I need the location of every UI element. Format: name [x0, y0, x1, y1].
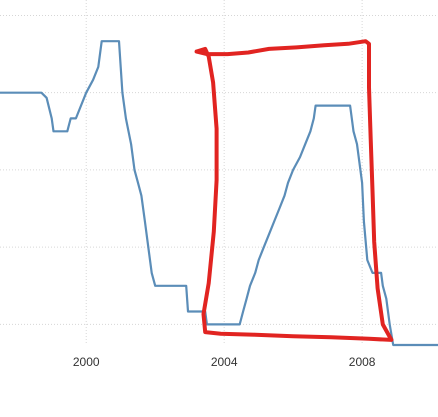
series-group: [0, 40, 438, 347]
x-tick-label-1: 2004: [211, 355, 238, 369]
annotation-group: [194, 39, 394, 342]
annotation-box-0: [194, 39, 394, 342]
x-tick-label-0: 2000: [73, 355, 100, 369]
x-axis-ticks: 2000 2004 2008: [73, 355, 376, 369]
series-line-0: [0, 40, 438, 347]
x-tick-label-2: 2008: [349, 355, 376, 369]
